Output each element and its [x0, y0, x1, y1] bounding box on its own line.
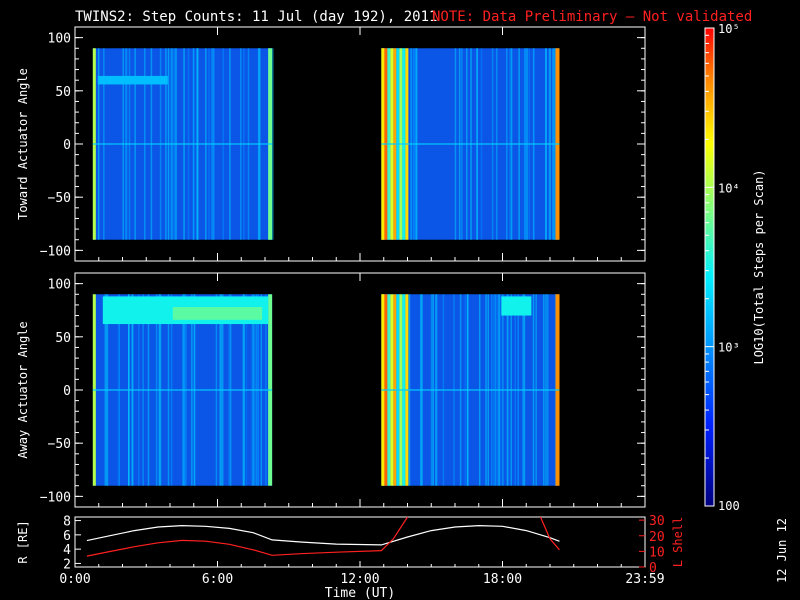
heatmap-streak — [272, 48, 274, 240]
y-tick-label: 50 — [55, 85, 71, 100]
panel-toward: 100 50 0 −50 −100 Toward Actuator Angle — [16, 26, 646, 262]
orbit-left-label: R [RE] — [16, 520, 30, 563]
orbit-left-tick-label: 4 — [63, 543, 71, 558]
colorbar-label: LOG10(Total Steps per Scan) — [752, 169, 766, 364]
colorbar-tick-label: 10⁵ — [718, 22, 740, 36]
orbit-left-tick-label: 2 — [63, 557, 71, 572]
orbit-series-line — [86, 516, 409, 557]
x-axis-label: Time (UT) — [325, 586, 395, 600]
orbit-left-tick-label: 6 — [63, 529, 71, 544]
toward-y-label: Toward Actuator Angle — [16, 68, 30, 220]
x-tick-label: 0:00 — [59, 572, 90, 587]
orbit-lines — [86, 516, 560, 557]
orbit-right-tick-label: 0 — [649, 561, 657, 576]
y-tick-label: −100 — [40, 490, 71, 505]
colorbar-tick-label: 100 — [718, 499, 740, 513]
orbit-right-tick-label: 10 — [649, 545, 665, 560]
colorbar-tick-label: 10³ — [718, 341, 740, 355]
y-tick-label: −100 — [40, 244, 71, 259]
heatmap-zero-band — [381, 143, 560, 145]
heatmap-high-band — [97, 75, 168, 85]
heatmap-zero-band — [92, 143, 273, 145]
x-tick-label: 23:59 — [625, 572, 664, 587]
heatmap-toward — [92, 48, 560, 240]
colorbar: 100 10³ 10⁴ 10⁵ LOG10(Total Steps per Scan) — [704, 22, 766, 513]
y-tick-label: 0 — [63, 138, 71, 153]
y-tick-label: −50 — [48, 191, 71, 206]
preliminary-note: NOTE: Data Preliminary — Not validated — [432, 9, 752, 25]
date-stamp: 12 Jun 12 — [775, 518, 789, 583]
colorbar-tick-label: 10⁴ — [718, 181, 740, 195]
y-tick-label: 50 — [55, 331, 71, 346]
x-tick-label: 6:00 — [202, 572, 233, 587]
heatmap-high-band — [172, 307, 263, 320]
orbit-series-line — [86, 524, 560, 546]
colorbar-gradient — [704, 27, 715, 507]
orbit-left-tick-label: 8 — [63, 515, 71, 530]
orbit-right-tick-label: 30 — [649, 514, 665, 529]
y-tick-label: 100 — [48, 278, 71, 293]
chart-title: TWINS2: Step Counts: 11 Jul (day 192), 2… — [75, 9, 437, 25]
heatmap-away — [92, 294, 560, 486]
panel-away: 100 50 0 −50 −100 Away Actuator Angle — [16, 272, 646, 508]
away-y-ticks: 100 50 0 −50 −100 — [40, 273, 646, 507]
x-tick-label: 12:00 — [340, 572, 379, 587]
toward-y-ticks: 100 50 0 −50 −100 — [40, 27, 646, 261]
away-y-label: Away Actuator Angle — [16, 321, 30, 458]
x-tick-label: 18:00 — [483, 572, 522, 587]
orbit-right-label: L Shell — [671, 517, 685, 568]
heatmap-zero-band — [92, 389, 273, 391]
orbit-series-line — [539, 516, 560, 551]
y-tick-label: 100 — [48, 32, 71, 47]
y-tick-label: 0 — [63, 384, 71, 399]
colorbar-ticks: 100 10³ 10⁴ 10⁵ — [705, 22, 740, 513]
heatmap-zero-band — [381, 389, 560, 391]
heatmap-high-band — [501, 296, 532, 316]
y-tick-label: −50 — [48, 437, 71, 452]
orbit-right-tick-label: 20 — [649, 530, 665, 545]
